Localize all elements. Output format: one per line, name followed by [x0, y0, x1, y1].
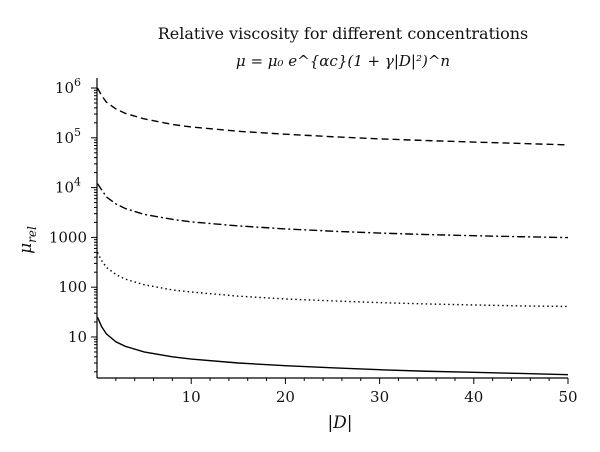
y-tick-label: 104	[55, 176, 81, 197]
x-tick-label: 10	[182, 388, 201, 406]
x-tick-label: 20	[276, 388, 295, 406]
y-tick-label: 106	[55, 76, 81, 97]
series-line-solid	[96, 316, 569, 376]
y-tick-label: 100	[58, 278, 87, 296]
x-tick-label: 40	[464, 388, 483, 406]
series-line-dashdot	[96, 183, 569, 239]
chart-subtitle-formula: μ = μ₀ e^{αc}(1 + γ|D|²)^n	[236, 52, 450, 70]
chart-title: Relative viscosity for different concent…	[158, 24, 529, 43]
x-tick-label: 50	[558, 388, 577, 406]
axes	[96, 78, 568, 379]
x-axis-label: |D|	[327, 413, 352, 433]
y-ticks: 10 100 1000 104 105 106	[49, 76, 97, 373]
y-axis-label: μrel	[16, 226, 39, 254]
series-lines	[96, 87, 569, 376]
y-tick-label: 1000	[49, 228, 87, 246]
y-tick-label: 10	[68, 328, 87, 346]
x-ticks: 10 20 30 40 50	[115, 378, 578, 406]
y-tick-label: 105	[55, 126, 81, 147]
series-line-dotted	[96, 252, 569, 308]
x-tick-label: 30	[370, 388, 389, 406]
series-line-dashed	[96, 87, 569, 146]
